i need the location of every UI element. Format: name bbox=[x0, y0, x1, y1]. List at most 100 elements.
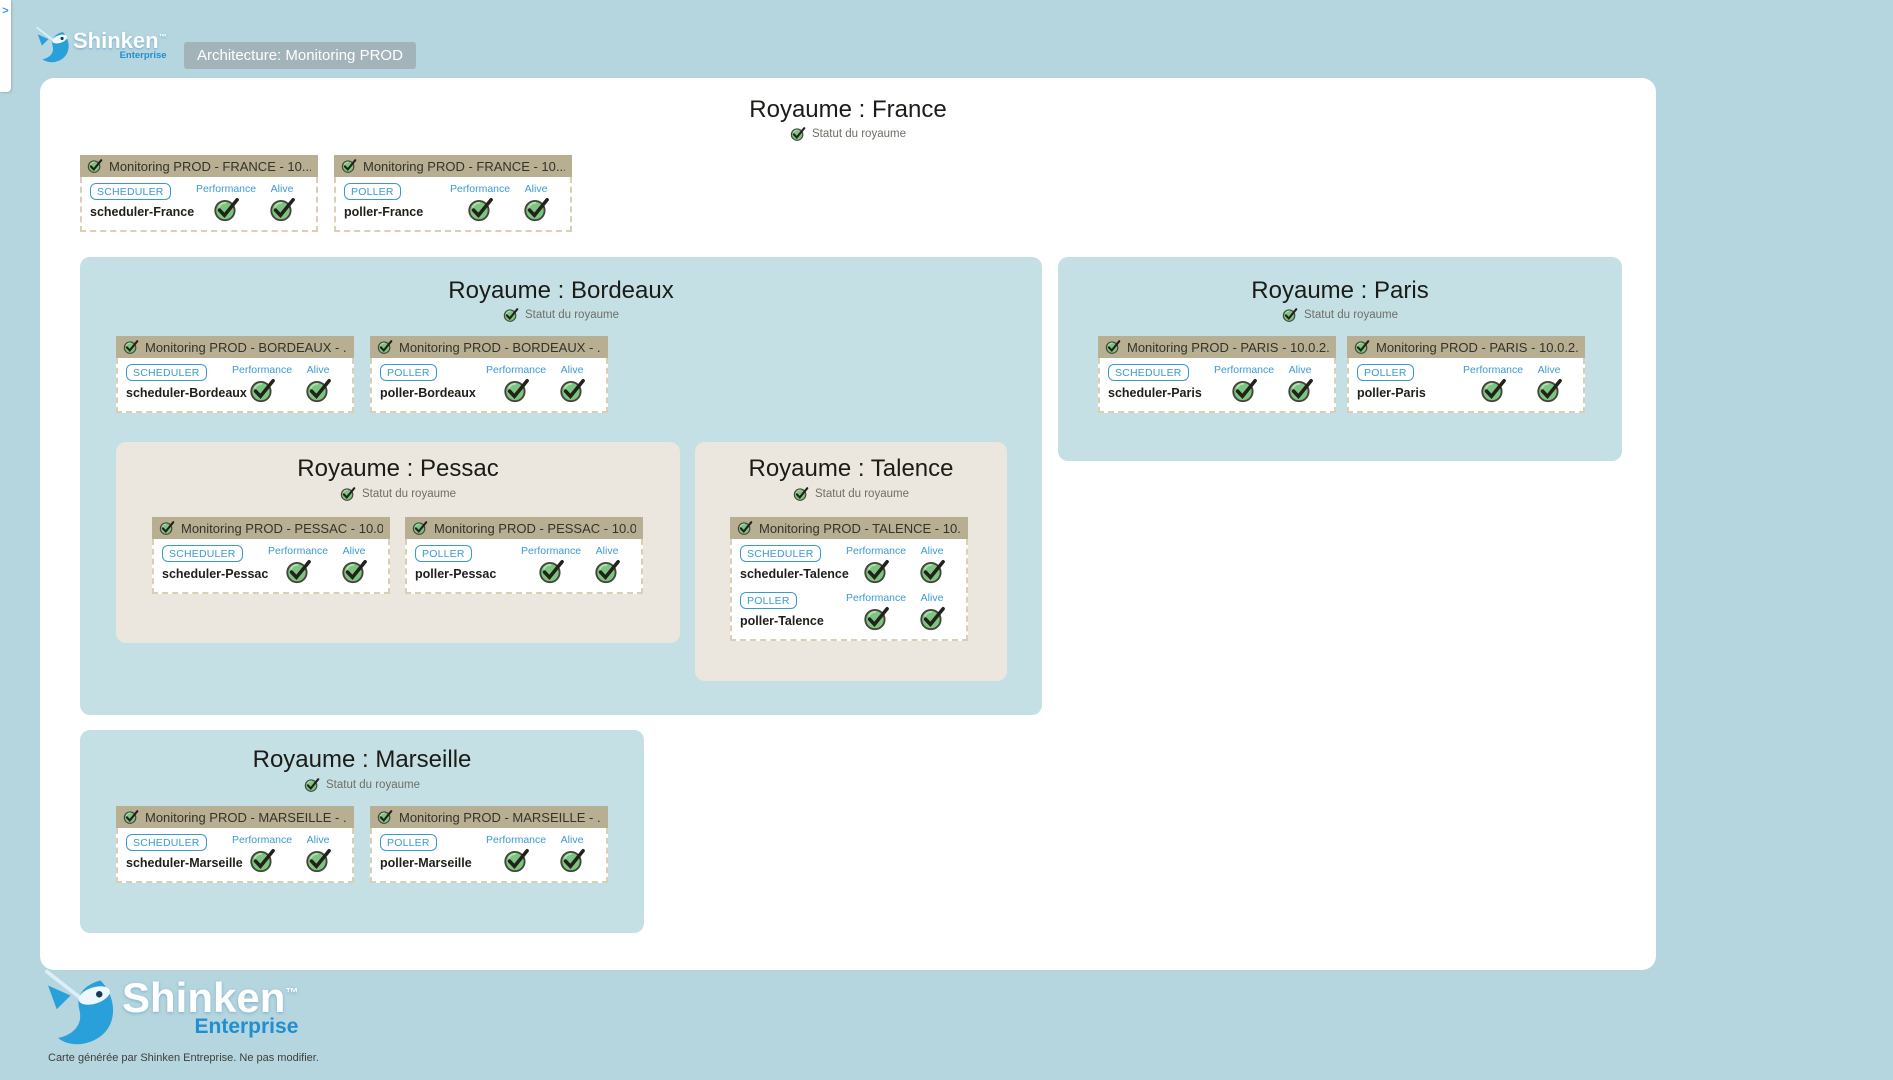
daemon-type-badge: POLLER bbox=[380, 834, 437, 851]
alive-label: Alive bbox=[560, 834, 584, 846]
alive-label: Alive bbox=[1537, 364, 1561, 376]
alive-metric: Alive bbox=[546, 364, 598, 404]
monitor-node-header[interactable]: Monitoring PROD - MARSEILLE - ... bbox=[116, 806, 354, 828]
monitor-node-header[interactable]: Monitoring PROD - PESSAC - 10.0... bbox=[405, 517, 643, 539]
realm-panel-france: Royaume : France Statut du royaume Monit… bbox=[40, 78, 1656, 970]
performance-label: Performance bbox=[196, 183, 257, 195]
status-ok-icon bbox=[467, 196, 494, 223]
status-ok-icon bbox=[269, 196, 296, 223]
monitor-node-body: POLLER poller-Bordeaux Performance Alive bbox=[370, 358, 608, 413]
monitor-node-header[interactable]: Monitoring PROD - FRANCE - 10.... bbox=[334, 155, 572, 177]
performance-metric: Performance bbox=[232, 834, 292, 874]
shinken-footer-logo: Shinken™ Enterprise bbox=[38, 968, 298, 1048]
daemon-type-badge: POLLER bbox=[1357, 364, 1414, 381]
monitor-node-title: Monitoring PROD - BORDEAUX - ... bbox=[399, 339, 601, 355]
status-ok-icon bbox=[249, 847, 276, 874]
monitor-node-header[interactable]: Monitoring PROD - BORDEAUX - ... bbox=[116, 336, 354, 358]
daemon-type-badge: SCHEDULER bbox=[126, 364, 207, 381]
realm-title-bordeaux: Royaume : Bordeaux bbox=[448, 277, 674, 304]
daemon-name: poller-Marseille bbox=[380, 856, 472, 870]
status-ok-icon bbox=[123, 339, 139, 355]
realm-title-paris: Royaume : Paris bbox=[1251, 277, 1429, 304]
monitor-node-header[interactable]: Monitoring PROD - TALENCE - 10... bbox=[730, 517, 968, 539]
performance-label: Performance bbox=[1463, 364, 1524, 376]
status-ok-icon bbox=[159, 520, 175, 536]
monitor-node-body: POLLER poller-Marseille Performance Aliv… bbox=[370, 828, 608, 883]
alive-metric: Alive bbox=[906, 592, 958, 632]
daemon-type-badge: SCHEDULER bbox=[126, 834, 207, 851]
monitor-node-body: SCHEDULER scheduler-Pessac Performance A… bbox=[152, 539, 390, 594]
daemon-type-badge: POLLER bbox=[740, 592, 797, 609]
shinken-fish-icon bbox=[38, 968, 118, 1048]
daemon-type-badge: SCHEDULER bbox=[1108, 364, 1189, 381]
performance-metric: Performance bbox=[450, 183, 510, 223]
daemon-type-badge: SCHEDULER bbox=[162, 545, 243, 562]
alive-metric: Alive bbox=[292, 364, 344, 404]
alive-label: Alive bbox=[560, 364, 584, 376]
status-ok-icon bbox=[305, 847, 332, 874]
realm-panel-talence: Royaume : Talence Statut du royaume Moni… bbox=[695, 442, 1007, 681]
chevron-right-icon: > bbox=[2, 5, 9, 17]
daemon-type-badge: POLLER bbox=[344, 183, 401, 200]
performance-label: Performance bbox=[232, 364, 293, 376]
status-ok-icon bbox=[249, 377, 276, 404]
alive-label: Alive bbox=[270, 183, 294, 195]
realm-status-label: Statut du royaume bbox=[1304, 309, 1398, 321]
monitor-node-header[interactable]: Monitoring PROD - PARIS - 10.0.2.1 bbox=[1098, 336, 1336, 358]
monitor-node-header[interactable]: Monitoring PROD - BORDEAUX - ... bbox=[370, 336, 608, 358]
daemon-type-badge: POLLER bbox=[380, 364, 437, 381]
alive-label: Alive bbox=[920, 592, 944, 604]
shinken-logo: Shinken™ Enterprise bbox=[33, 26, 167, 64]
brand-name: Shinken bbox=[73, 27, 159, 53]
monitor-node-header[interactable]: Monitoring PROD - PESSAC - 10.0... bbox=[152, 517, 390, 539]
realm-title-talence: Royaume : Talence bbox=[748, 455, 954, 482]
daemon-name: poller-Paris bbox=[1357, 386, 1426, 400]
alive-metric: Alive bbox=[581, 545, 633, 585]
monitor-node-bordeaux-scheduler: Monitoring PROD - BORDEAUX - ... SCHEDUL… bbox=[116, 336, 354, 413]
status-ok-icon bbox=[503, 377, 530, 404]
monitor-node-header[interactable]: Monitoring PROD - FRANCE - 10.... bbox=[80, 155, 318, 177]
performance-metric: Performance bbox=[486, 364, 546, 404]
monitor-node-bordeaux-poller: Monitoring PROD - BORDEAUX - ... POLLER … bbox=[370, 336, 608, 413]
status-ok-icon bbox=[503, 847, 530, 874]
daemon-name: scheduler-Marseille bbox=[126, 856, 243, 870]
status-ok-icon bbox=[538, 558, 565, 585]
realm-status-label: Statut du royaume bbox=[362, 488, 456, 500]
status-ok-icon bbox=[1282, 307, 1298, 323]
status-ok-icon bbox=[341, 158, 357, 174]
daemon-name: scheduler-Paris bbox=[1108, 386, 1202, 400]
performance-metric: Performance bbox=[1214, 364, 1274, 404]
status-ok-icon bbox=[304, 777, 320, 793]
alive-label: Alive bbox=[595, 545, 619, 557]
monitor-node-header[interactable]: Monitoring PROD - MARSEILLE - ... bbox=[370, 806, 608, 828]
realm-status-france: Statut du royaume bbox=[40, 126, 1656, 142]
monitor-node-marseille-scheduler: Monitoring PROD - MARSEILLE - ... SCHEDU… bbox=[116, 806, 354, 883]
status-ok-icon bbox=[1105, 339, 1121, 355]
monitor-node-header[interactable]: Monitoring PROD - PARIS - 10.0.2.2 bbox=[1347, 336, 1585, 358]
status-ok-icon bbox=[87, 158, 103, 174]
monitor-node-body: SCHEDULER scheduler-France Performance A… bbox=[80, 177, 318, 232]
alive-label: Alive bbox=[342, 545, 366, 557]
daemon-name: scheduler-France bbox=[90, 205, 195, 219]
performance-label: Performance bbox=[521, 545, 582, 557]
alive-label: Alive bbox=[1288, 364, 1312, 376]
realm-status-marseille: Statut du royaume bbox=[80, 777, 644, 793]
realm-status-label: Statut du royaume bbox=[815, 488, 909, 500]
monitor-node-title: Monitoring PROD - PESSAC - 10.0... bbox=[434, 520, 636, 536]
daemon-name: poller-Bordeaux bbox=[380, 386, 476, 400]
alive-metric: Alive bbox=[328, 545, 380, 585]
realm-panel-pessac: Royaume : Pessac Statut du royaume Monit… bbox=[116, 442, 680, 643]
performance-metric: Performance bbox=[268, 545, 328, 585]
status-ok-icon bbox=[340, 486, 356, 502]
monitor-node-title: Monitoring PROD - FRANCE - 10.... bbox=[363, 158, 565, 174]
status-ok-icon bbox=[737, 520, 753, 536]
monitor-node-title: Monitoring PROD - FRANCE - 10.... bbox=[109, 158, 311, 174]
realm-title-pessac: Royaume : Pessac bbox=[297, 455, 499, 482]
monitor-node-talence: Monitoring PROD - TALENCE - 10... SCHEDU… bbox=[730, 517, 968, 641]
status-ok-icon bbox=[377, 809, 393, 825]
alive-metric: Alive bbox=[1274, 364, 1326, 404]
status-ok-icon bbox=[919, 605, 946, 632]
monitor-node-marseille-poller: Monitoring PROD - MARSEILLE - ... POLLER… bbox=[370, 806, 608, 883]
sidebar-toggle[interactable]: > bbox=[0, 0, 11, 92]
status-ok-icon bbox=[1354, 339, 1370, 355]
